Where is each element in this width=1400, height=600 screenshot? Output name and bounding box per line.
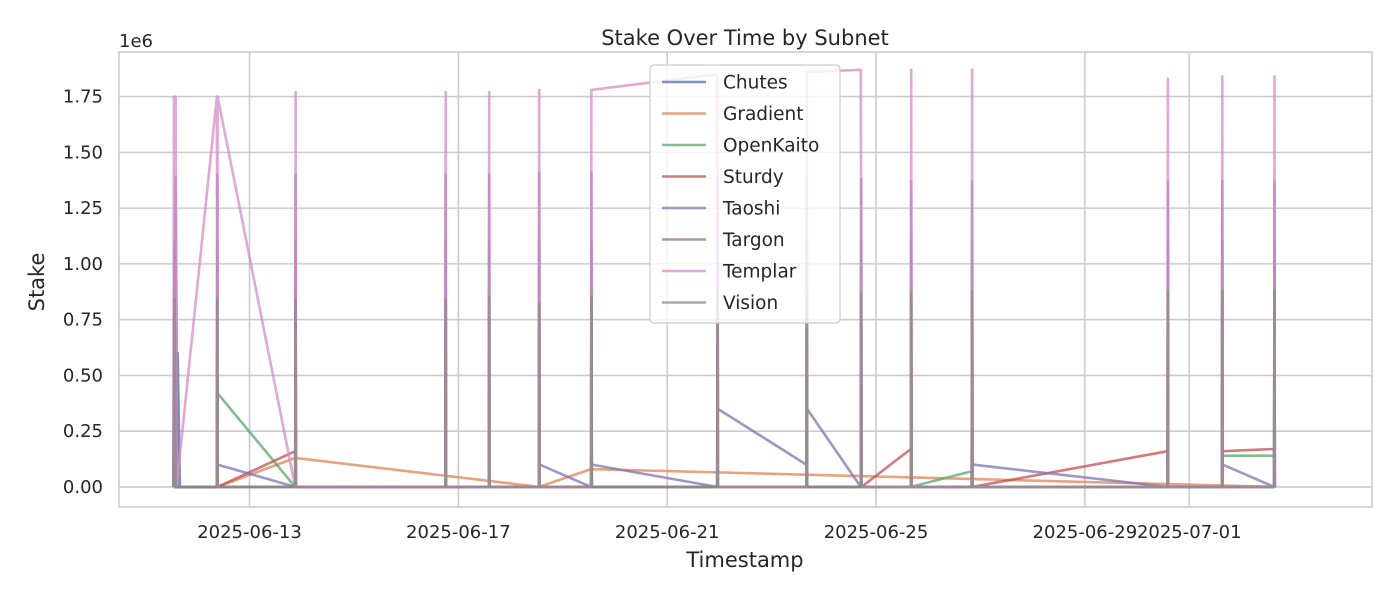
y-tick-label: 0.00: [63, 477, 103, 498]
y-tick-label: 1.00: [63, 254, 103, 275]
y-tick-label: 1.75: [63, 87, 103, 108]
legend-label-taoshi: Taoshi: [722, 199, 780, 220]
plot-frame: [118, 51, 1373, 508]
y-axis-title: Stake: [25, 253, 49, 312]
legend-label-chutes: Chutes: [723, 73, 788, 94]
x-tick-label: 2025-06-21: [615, 522, 720, 543]
y-tick-label: 0.50: [63, 365, 103, 386]
x-tick-labels: 2025-06-13 2025-06-17 2025-06-21 2025-06-25…: [197, 522, 1241, 543]
y-tick-label: 1.25: [63, 198, 103, 219]
y-tick-label: 0.25: [63, 421, 103, 442]
legend-label-templar: Templar: [722, 262, 797, 283]
legend-label-vision: Vision: [723, 293, 778, 314]
legend-label-gradient: Gradient: [723, 104, 804, 125]
series-line-templar: [172, 68, 1277, 489]
legend-box: [649, 64, 841, 324]
y-tick-label: 0.75: [63, 310, 103, 331]
legend-label-targon: Targon: [722, 230, 785, 251]
x-tick-label: 2025-06-13: [197, 522, 302, 543]
x-tick-label: 2025-06-17: [406, 522, 511, 543]
legend-label-sturdy: Sturdy: [723, 167, 784, 188]
y-offset-label: 1e6: [119, 31, 153, 52]
y-tick-labels: 0.00 0.25 0.50 0.75 1.00 1.25 1.50 1.75: [63, 87, 103, 498]
legend: Chutes Gradient OpenKaito Sturdy Taoshi Targo…: [649, 64, 841, 324]
x-axis-title: Timestamp: [685, 548, 803, 572]
chart-title: Stake Over Time by Subnet: [601, 26, 889, 50]
x-tick-label: 2025-06-29: [1033, 522, 1138, 543]
x-tick-label: 2025-06-25: [824, 522, 929, 543]
legend-label-openkaito: OpenKaito: [723, 136, 819, 157]
x-tick-label: 2025-07-01: [1137, 522, 1242, 543]
y-tick-label: 1.50: [63, 142, 103, 163]
